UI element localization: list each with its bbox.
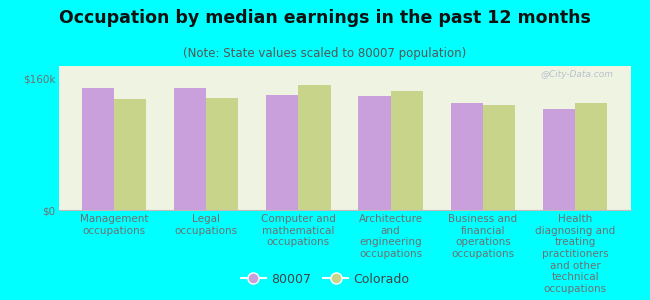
Bar: [114, 99, 146, 210]
Bar: [391, 91, 423, 210]
Bar: [206, 98, 239, 210]
Text: (Note: State values scaled to 80007 population): (Note: State values scaled to 80007 popu…: [183, 46, 467, 59]
Bar: [298, 85, 331, 210]
Bar: [358, 96, 391, 210]
Bar: [483, 105, 515, 210]
Bar: [450, 103, 483, 210]
Bar: [81, 88, 114, 210]
Legend: 80007, Colorado: 80007, Colorado: [236, 268, 414, 291]
Bar: [174, 88, 206, 210]
Text: Occupation by median earnings in the past 12 months: Occupation by median earnings in the pas…: [59, 9, 591, 27]
Bar: [575, 103, 608, 210]
Text: @City-Data.com: @City-Data.com: [540, 70, 614, 79]
Bar: [543, 109, 575, 210]
Bar: [266, 95, 298, 210]
